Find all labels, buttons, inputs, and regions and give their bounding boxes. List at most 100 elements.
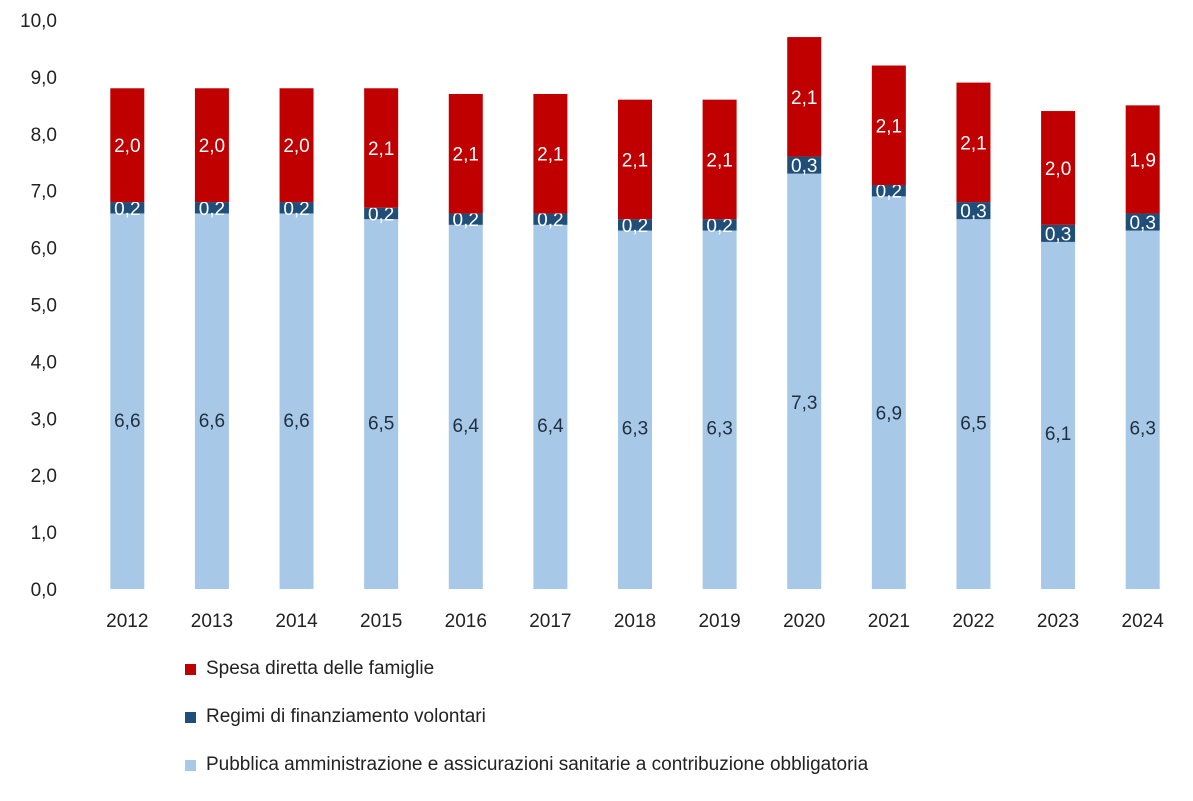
x-tick-label: 2016 (445, 611, 487, 632)
data-label: 0,2 (876, 182, 902, 203)
data-label: 2,1 (537, 145, 563, 166)
x-tick-label: 2012 (106, 611, 148, 632)
bar-segment (787, 156, 822, 174)
data-label: 6,5 (368, 414, 394, 435)
bar-segment (194, 213, 229, 589)
bar-segment (279, 202, 314, 214)
data-label: 2,1 (791, 88, 817, 109)
bar-segment (871, 196, 906, 589)
bar-segment (533, 213, 568, 225)
legend-swatch-public (185, 759, 196, 771)
bar-segment (618, 99, 652, 220)
data-label: 6,3 (706, 419, 732, 440)
x-tick-label: 2023 (1037, 611, 1079, 632)
data-label: 6,3 (1129, 419, 1155, 440)
y-tick-label: 3,0 (31, 409, 57, 430)
bars: 6,6 0,2 2,0 6,6 0,2 2,0 6,6 0,2 2,0 6,5 0,2 2,1 6,4 0… (110, 37, 1160, 589)
legend-label-voluntary: Regimi di finanziamento volontari (206, 706, 486, 727)
data-label: 6,3 (622, 419, 648, 440)
data-label: 0,2 (199, 199, 225, 220)
y-tick-label: 6,0 (31, 239, 57, 260)
bar-segment (956, 219, 991, 589)
data-label: 2,1 (368, 139, 394, 160)
bar-segment (279, 213, 314, 589)
bar-segment (702, 230, 737, 589)
data-label: 6,6 (114, 411, 140, 432)
data-label: 1,9 (1129, 150, 1155, 171)
y-tick-label: 10,0 (20, 11, 57, 32)
data-label: 0,2 (453, 210, 479, 231)
x-tick-label: 2019 (698, 611, 740, 632)
bar-segment (194, 202, 229, 214)
bar-segment (448, 213, 483, 225)
data-label: 2,0 (1045, 159, 1071, 180)
legend-label-public: Pubblica amministrazione e assicurazioni… (206, 754, 869, 775)
y-tick-label: 7,0 (31, 182, 57, 203)
bar-segment (533, 93, 568, 214)
data-label: 0,2 (114, 199, 140, 220)
bar-segment (618, 230, 652, 589)
bar-segment (956, 202, 991, 220)
bar-segment (1041, 111, 1076, 225)
x-tick-label: 2018 (614, 611, 656, 632)
legend: Spesa diretta delle famiglie Regimi di f… (185, 657, 868, 801)
bar-segment (364, 219, 399, 589)
y-tick-label: 5,0 (31, 296, 57, 317)
data-label: 0,2 (368, 204, 394, 225)
bar-segment (110, 202, 145, 214)
x-tick-label: 2022 (952, 611, 994, 632)
x-tick-label: 2013 (191, 611, 233, 632)
bar-segment (787, 173, 822, 589)
data-label: 2,0 (199, 136, 225, 157)
data-label: 6,4 (453, 416, 480, 437)
x-tick-label: 2015 (360, 611, 402, 632)
data-label: 6,1 (1045, 424, 1071, 445)
bar-segment (194, 88, 229, 203)
bar-segment (1041, 224, 1076, 242)
data-label: 0,3 (1129, 213, 1155, 234)
bar-segment (110, 88, 145, 203)
bar-segment (787, 37, 822, 157)
x-tick-label: 2024 (1122, 611, 1165, 632)
data-label: 7,3 (791, 393, 817, 414)
bar-segment (279, 88, 314, 203)
y-tick-label: 2,0 (31, 466, 57, 487)
bar-segment (702, 219, 737, 231)
bar-segment (1125, 213, 1160, 231)
data-label: 6,6 (199, 411, 225, 432)
data-label: 0,3 (960, 202, 986, 223)
data-label: 6,6 (283, 411, 309, 432)
bar-segment (1125, 105, 1160, 214)
bar-segment (110, 213, 145, 589)
y-axis: 0,0 1,0 2,0 3,0 4,0 5,0 6,0 7,0 8,0 9,0 10,0 (20, 11, 57, 601)
data-label: 6,5 (960, 414, 986, 435)
legend-swatch-voluntary (185, 711, 196, 723)
legend-swatch-household (185, 663, 196, 675)
data-label: 2,1 (960, 133, 986, 154)
bar-segment (364, 207, 399, 220)
bar-segment (364, 88, 399, 208)
legend-item-public: Pubblica amministrazione e assicurazioni… (185, 753, 868, 777)
data-label: 6,4 (537, 416, 564, 437)
data-label: 2,0 (283, 136, 309, 157)
data-label: 0,2 (622, 216, 648, 237)
bar-segment (871, 65, 906, 186)
data-label: 0,2 (537, 210, 563, 231)
legend-item-voluntary: Regimi di finanziamento volontari (185, 705, 868, 729)
data-label: 6,9 (876, 403, 902, 424)
data-label: 2,1 (876, 116, 902, 137)
y-tick-label: 8,0 (31, 125, 57, 146)
stacked-bar-chart: 0,0 1,0 2,0 3,0 4,0 5,0 6,0 7,0 8,0 9,0 10,0 6,6 0,… (20, 11, 1165, 632)
x-tick-label: 2021 (868, 611, 910, 632)
bar-segment (448, 93, 483, 214)
legend-label-household: Spesa diretta delle famiglie (206, 658, 435, 679)
x-tick-label: 2020 (783, 611, 825, 632)
bar-segment (533, 224, 568, 589)
data-label: 2,1 (453, 145, 479, 166)
bar-segment (1125, 230, 1160, 589)
legend-item-household: Spesa diretta delle famiglie (185, 657, 868, 681)
y-tick-label: 9,0 (31, 68, 57, 89)
data-label: 0,3 (1045, 224, 1071, 245)
y-tick-label: 0,0 (31, 580, 57, 601)
bar-segment (1041, 241, 1076, 589)
